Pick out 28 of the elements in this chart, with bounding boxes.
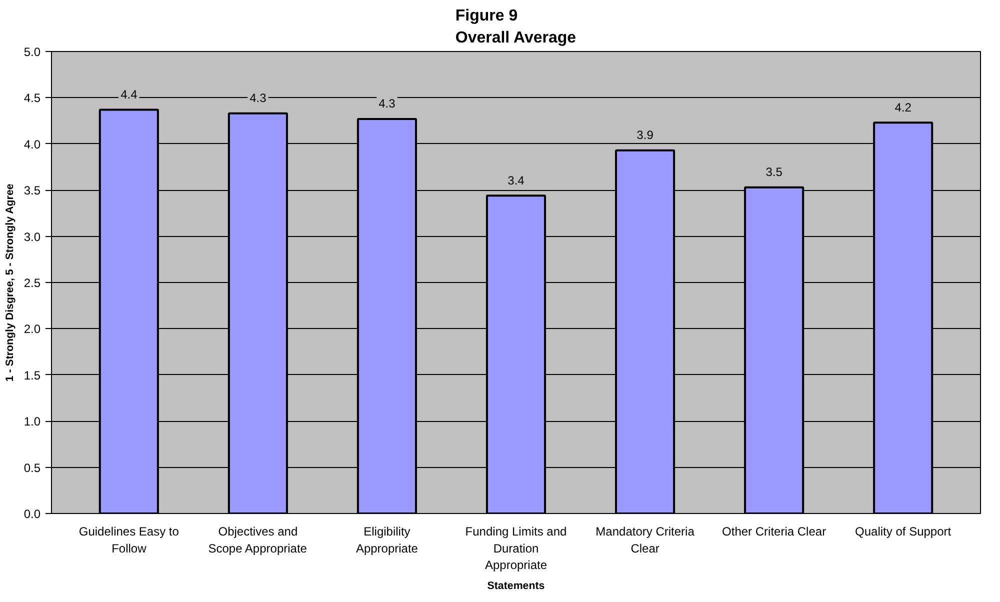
y-tick-label: 2.5 bbox=[24, 276, 41, 290]
y-tick-label: 3.5 bbox=[24, 184, 41, 198]
y-tick-label: 0.0 bbox=[24, 507, 41, 521]
y-tick-label: 4.0 bbox=[24, 137, 41, 152]
data-label: 4.3 bbox=[378, 96, 396, 111]
chart-title: Figure 9 Overall Average bbox=[455, 7, 576, 46]
y-axis-title: 1 - Strongly Disgree, 5 - Strongly Agree bbox=[4, 184, 16, 382]
y-tick-label: 1.5 bbox=[24, 368, 41, 382]
x-tick-label: Quality of Support bbox=[855, 524, 952, 538]
x-tick-label: Eligibility Appropriate bbox=[356, 524, 418, 556]
y-tick-label: 1.0 bbox=[24, 414, 41, 429]
data-label: 4.3 bbox=[250, 91, 267, 106]
data-label: 3.5 bbox=[766, 165, 783, 180]
data-label: 4.2 bbox=[894, 100, 912, 114]
x-tick-label: Guidelines Easy to Follow bbox=[78, 524, 180, 556]
y-tick-label: 2.0 bbox=[24, 322, 41, 336]
x-tick-label: Funding Limits and Duration Appropriate bbox=[465, 524, 567, 572]
y-tick-label: 5.0 bbox=[24, 45, 41, 59]
y-tick-label: 3.0 bbox=[24, 230, 41, 244]
data-label: 3.9 bbox=[636, 128, 654, 142]
x-tick-label: Other Criteria Clear bbox=[722, 524, 826, 538]
data-label: 3.4 bbox=[508, 173, 525, 188]
y-tick-label: 0.5 bbox=[24, 460, 41, 475]
data-label: 4.4 bbox=[120, 87, 138, 102]
x-tick-label: Objectives and Scope Appropriate bbox=[208, 524, 308, 556]
y-tick-label: 4.5 bbox=[24, 91, 41, 106]
x-tick-label: Mandatory Criteria Clear bbox=[596, 524, 695, 556]
x-axis-title: Statements bbox=[487, 580, 545, 592]
